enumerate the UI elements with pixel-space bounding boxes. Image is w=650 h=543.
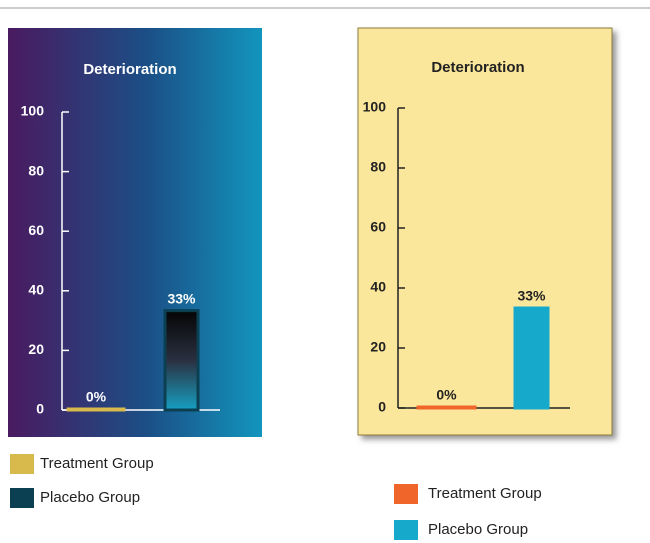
panel-right bbox=[357, 27, 613, 436]
y-tick-label: 20 bbox=[370, 339, 386, 355]
y-tick-label: 80 bbox=[370, 159, 386, 175]
y-tick-label: 20 bbox=[28, 341, 44, 357]
legend-label: Treatment Group bbox=[40, 455, 154, 472]
bar bbox=[513, 306, 550, 410]
legend-swatch bbox=[10, 488, 34, 508]
panel-left bbox=[8, 28, 262, 437]
y-tick-label: 60 bbox=[370, 219, 386, 235]
bar bbox=[416, 405, 477, 410]
value-label: 0% bbox=[436, 387, 457, 403]
y-tick-label: 80 bbox=[28, 162, 44, 178]
y-tick-label: 60 bbox=[28, 222, 44, 238]
y-tick-label: 40 bbox=[28, 282, 44, 298]
bar bbox=[163, 309, 200, 412]
legend-label: Treatment Group bbox=[428, 485, 542, 502]
legend-label: Placebo Group bbox=[40, 489, 140, 506]
legend-swatch bbox=[10, 454, 34, 474]
y-tick-label: 40 bbox=[370, 279, 386, 295]
legend-label: Placebo Group bbox=[428, 521, 528, 538]
y-tick-label: 100 bbox=[21, 103, 45, 119]
chart-title: Deterioration bbox=[83, 61, 176, 78]
bar bbox=[66, 407, 126, 412]
value-label: 33% bbox=[517, 288, 546, 304]
legend-swatch bbox=[394, 520, 418, 540]
value-label: 0% bbox=[86, 389, 107, 405]
y-tick-label: 0 bbox=[36, 401, 44, 417]
chart-title: Deterioration bbox=[431, 59, 524, 76]
y-tick-label: 0 bbox=[378, 399, 386, 415]
value-label: 33% bbox=[167, 290, 196, 306]
y-tick-label: 100 bbox=[363, 99, 387, 115]
legend-swatch bbox=[394, 484, 418, 504]
